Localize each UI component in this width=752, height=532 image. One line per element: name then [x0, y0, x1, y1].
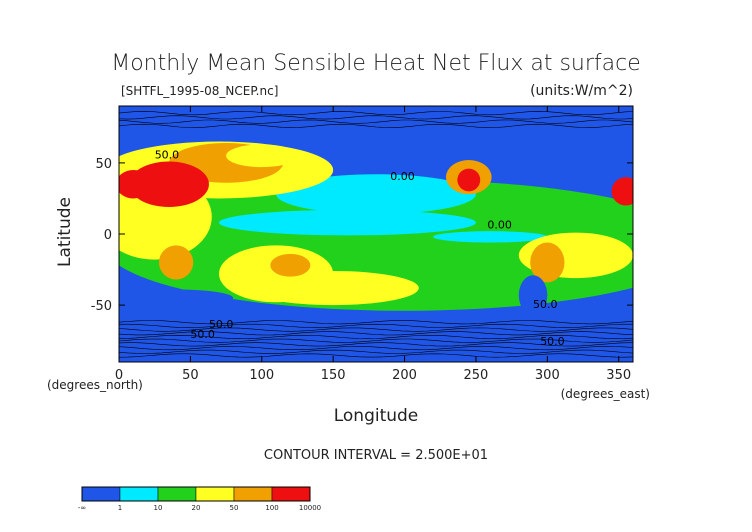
y-unit-label: (degrees_north) — [47, 378, 143, 392]
field-red-sahara — [119, 170, 151, 199]
contour-line-south — [119, 323, 633, 328]
field-orange-australia — [270, 253, 311, 277]
x-tick-label: 150 — [321, 368, 346, 383]
y-axis-label: Latitude — [55, 197, 75, 267]
contour-label: 50.0 — [190, 328, 215, 341]
x-tick-label: 350 — [606, 368, 631, 383]
x-tick-label: 100 — [249, 368, 274, 383]
field-red-namerica — [457, 168, 481, 192]
y-axis-ticks: -50 0 50 — [91, 157, 633, 314]
colorbar-label: 1 — [118, 504, 122, 512]
contour-line-south — [119, 320, 633, 325]
y-tick-label: -50 — [91, 299, 112, 314]
colorbar-label: 10000 — [299, 504, 321, 512]
field-cyan-npac — [276, 174, 476, 215]
chart-title: Monthly Mean Sensible Heat Net Flux at s… — [111, 51, 641, 76]
y-tick-label: 0 — [104, 228, 112, 243]
field-yellow-siberia — [226, 144, 298, 168]
y-tick-label: 50 — [95, 157, 112, 172]
contour-line-north — [119, 115, 633, 120]
x-tick-label: 300 — [535, 368, 560, 383]
colorbar-label: -∞ — [78, 504, 86, 512]
field-red-mideast — [128, 161, 209, 207]
contour-label: 0.00 — [487, 218, 512, 231]
colorbar-frame — [81, 486, 311, 502]
contour-label: 0.00 — [390, 170, 415, 183]
plot-area — [119, 106, 633, 362]
field-orange-safrica — [158, 245, 194, 280]
contour-line-south — [119, 327, 633, 332]
field-cyan-epac — [433, 231, 548, 243]
colorbar-swatch — [157, 486, 197, 502]
units-label: (units:W/m^2) — [530, 83, 633, 99]
contour-label: 50.0 — [533, 298, 558, 311]
contour-line-south — [119, 334, 633, 340]
contour-label: 50.0 — [540, 335, 565, 348]
contour-label: 50.0 — [155, 149, 180, 162]
colorbar-swatch — [195, 486, 235, 502]
field-orange-samerica — [530, 242, 565, 283]
x-axis-label: Longitude — [334, 406, 419, 426]
contour-line-south — [119, 349, 633, 354]
colorbar-swatch — [81, 486, 121, 502]
field-yellow-spac — [247, 270, 419, 306]
colorbar-label: 10 — [154, 504, 163, 512]
contour-line-south — [119, 331, 633, 336]
x-tick-label: 250 — [464, 368, 489, 383]
file-label: [SHTFL_1995-08_NCEP.nc] — [121, 84, 278, 98]
contour-line-south — [119, 353, 633, 358]
contour-line-south — [119, 346, 633, 351]
field-blue-patagonia — [518, 275, 548, 316]
x-axis-ticks: 0 50 100 150 200 250 300 350 — [115, 106, 631, 383]
contour-line-south — [119, 338, 633, 343]
x-tick-label: 200 — [392, 368, 417, 383]
x-tick-label: 50 — [182, 368, 199, 383]
x-unit-label: (degrees_east) — [561, 387, 650, 401]
x-tick-label: 0 — [115, 368, 123, 383]
contour-line-north — [119, 119, 633, 124]
colorbar-swatch — [119, 486, 159, 502]
colorbar: -∞ 1 10 20 50 100 10000 — [78, 486, 321, 512]
contour-line-north — [119, 123, 633, 128]
colorbar-swatch — [233, 486, 273, 502]
field-cyan-eq — [218, 209, 476, 236]
colorbar-label: 100 — [265, 504, 278, 512]
contour-interval-label: CONTOUR INTERVAL = 2.500E+01 — [264, 448, 488, 463]
contour-label: 50.0 — [209, 318, 234, 331]
field-blue-soc1 — [119, 289, 234, 307]
colorbar-label: 50 — [230, 504, 239, 512]
contour-line-south — [119, 342, 633, 347]
colorbar-label: 20 — [192, 504, 201, 512]
colorbar-swatch — [271, 486, 311, 502]
field-red-east-edge — [611, 177, 633, 206]
